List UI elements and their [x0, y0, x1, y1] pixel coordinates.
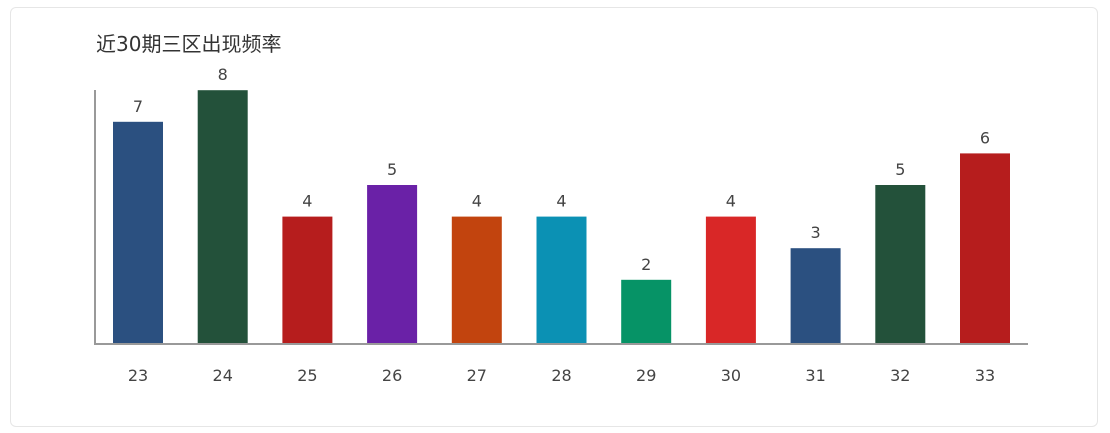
bar-25 [282, 216, 333, 343]
bar-31 [790, 248, 841, 343]
x-tick-label-24: 24 [213, 366, 233, 385]
bar-30 [705, 216, 756, 343]
value-label-24: 8 [218, 65, 228, 84]
value-label-27: 4 [472, 192, 482, 211]
x-tick-labels-layer: 23 24 25 26 27 28 29 30 31 32 33 [128, 366, 995, 385]
bar-24 [197, 90, 248, 343]
value-label-31: 3 [811, 223, 821, 242]
value-label-23: 7 [133, 97, 143, 116]
value-label-26: 5 [387, 160, 397, 179]
x-tick-label-31: 31 [805, 366, 825, 385]
x-tick-label-28: 28 [551, 366, 571, 385]
x-tick-label-27: 27 [467, 366, 487, 385]
x-tick-label-23: 23 [128, 366, 148, 385]
x-tick-label-33: 33 [975, 366, 995, 385]
bar-23 [113, 121, 163, 343]
bar-33 [960, 153, 1010, 343]
bar-27 [451, 216, 502, 343]
value-label-33: 6 [980, 128, 990, 147]
value-label-25: 4 [302, 192, 312, 211]
x-tick-label-25: 25 [297, 366, 317, 385]
value-label-29: 2 [641, 255, 651, 274]
chart-title: 近30期三区出现频率 [96, 32, 282, 56]
bar-26 [367, 185, 418, 343]
bar-29 [621, 279, 672, 343]
value-label-30: 4 [726, 192, 736, 211]
value-label-28: 4 [556, 192, 566, 211]
x-tick-label-32: 32 [890, 366, 910, 385]
value-label-32: 5 [895, 160, 905, 179]
x-tick-label-26: 26 [382, 366, 402, 385]
value-labels-layer: 7 8 4 5 4 4 2 4 3 5 6 [133, 65, 990, 274]
bars-layer [113, 90, 1010, 343]
bar-28 [536, 216, 587, 343]
bar-32 [875, 185, 926, 343]
x-tick-label-30: 30 [721, 366, 741, 385]
x-tick-label-29: 29 [636, 366, 656, 385]
